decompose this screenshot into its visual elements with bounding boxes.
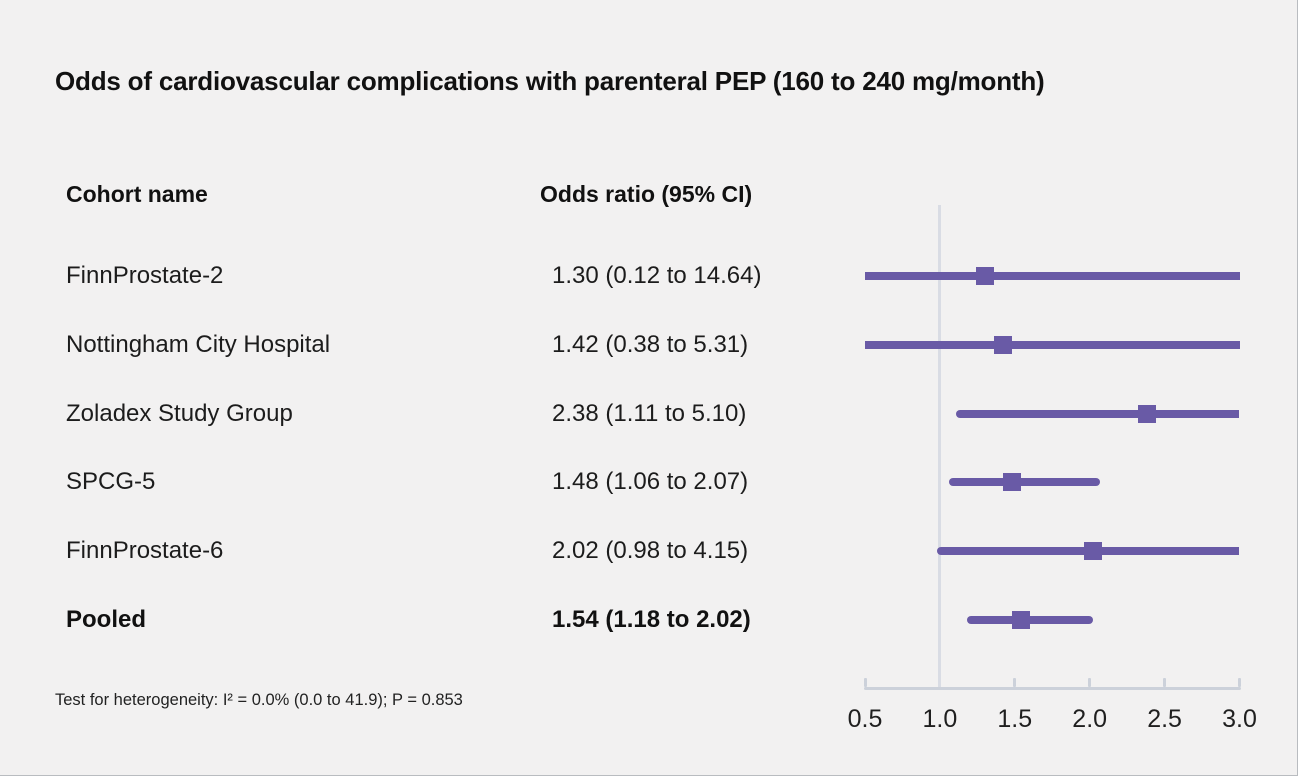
x-axis-tick-label: 3.0 [1222, 705, 1257, 733]
or-point-marker [1011, 611, 1030, 629]
x-axis-tick-label: 1.0 [922, 705, 958, 733]
x-axis-tick [863, 678, 867, 687]
or-point-marker [975, 267, 994, 285]
odds-ratio-value: 1.30 (0.12 to 14.64) [552, 262, 762, 289]
study-label: FinnProstate-6 [66, 537, 224, 565]
ci-line [956, 409, 1240, 418]
x-axis-line [863, 687, 1241, 690]
ci-line [865, 272, 1240, 280]
reference-line-or-1 [938, 205, 942, 688]
study-label: Nottingham City Hospital [66, 330, 331, 358]
odds-ratio-value: 1.42 (0.38 to 5.31) [552, 330, 749, 358]
odds-ratio-value: 2.02 (0.98 to 4.15) [552, 537, 749, 565]
odds-ratio-value: 2.38 (1.11 to 5.10) [552, 399, 747, 427]
x-axis-tick-label: 0.5 [847, 705, 883, 733]
column-header-cohort-name: Cohort name [66, 181, 208, 207]
x-axis-tick-label: 2.0 [1072, 705, 1108, 733]
x-axis-tick [1163, 678, 1167, 687]
or-point-marker [1002, 473, 1021, 492]
chart-title: Odds of cardiovascular complications wit… [55, 66, 1045, 96]
x-axis-tick-label: 2.5 [1147, 705, 1182, 733]
or-point-marker [1137, 404, 1156, 423]
ci-line [865, 340, 1240, 349]
or-point-marker [993, 335, 1012, 354]
or-point-marker [1083, 542, 1102, 561]
odds-ratio-value: 1.54 (1.18 to 2.02) [552, 606, 751, 633]
column-header-odds-ratio: Odds ratio (95% CI) [540, 181, 753, 207]
heterogeneity-footnote: Test for heterogeneity: I² = 0.0% (0.0 t… [55, 691, 463, 709]
x-axis-tick [1088, 678, 1092, 687]
study-label: FinnProstate-2 [66, 262, 224, 289]
x-axis-tick [1238, 678, 1241, 687]
x-axis-tick [1013, 678, 1017, 687]
study-label: Zoladex Study Group [66, 399, 293, 427]
x-axis-tick-label: 1.5 [997, 705, 1033, 733]
study-label: Pooled [66, 606, 147, 633]
study-label: SPCG-5 [66, 468, 156, 496]
ci-line [948, 478, 1101, 487]
odds-ratio-value: 1.48 (1.06 to 2.07) [552, 468, 749, 496]
